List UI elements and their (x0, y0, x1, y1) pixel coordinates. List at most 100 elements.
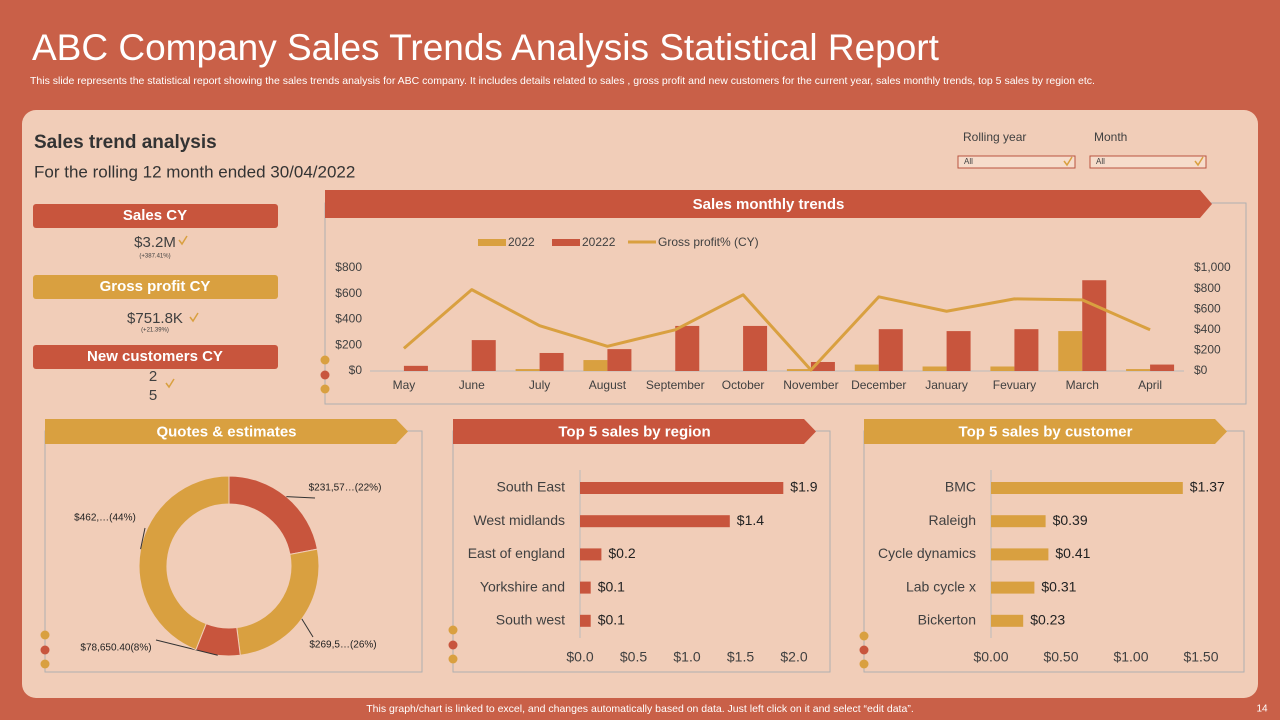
x-tick-label: August (589, 378, 627, 392)
x-tick-label: $1.5 (727, 649, 754, 665)
page-number: 14 (1256, 704, 1268, 715)
decor-dots (40, 355, 869, 669)
y2-tick-label: $1,000 (1194, 260, 1231, 274)
kpi-banner (33, 204, 278, 228)
category-label: Bickerton (918, 612, 976, 628)
x-tick-label: April (1138, 378, 1162, 392)
kpi-label: Gross profit CY (100, 278, 211, 295)
check-icon (1194, 156, 1204, 167)
filter-box[interactable] (957, 155, 1076, 169)
legend-label: Gross profit% (CY) (658, 235, 759, 249)
y2-tick-label: $600 (1194, 301, 1221, 315)
data-label: $231,57…(22%) (309, 483, 382, 494)
y-tick-label: $0 (349, 363, 363, 377)
data-label: $0.39 (1053, 512, 1088, 528)
chart-title: Sales monthly trends (693, 196, 845, 213)
page-subtitle: This slide represents the statistical re… (30, 75, 1095, 87)
bar (580, 614, 591, 627)
kpi-banner (33, 345, 278, 369)
x-tick-label: March (1066, 378, 1099, 392)
kpi-label: Sales CY (123, 207, 187, 224)
category-label: Raleigh (929, 512, 976, 528)
filter-box[interactable] (1089, 155, 1207, 169)
leader-line (155, 639, 218, 656)
chart-banner (864, 419, 1227, 444)
x-tick-label: July (529, 378, 550, 392)
data-label: $0.2 (608, 545, 635, 561)
bar (878, 329, 903, 371)
data-label: $0.31 (1041, 578, 1076, 594)
x-tick-label: December (851, 378, 906, 392)
bar (1150, 364, 1175, 371)
check-icon (189, 312, 199, 323)
bar (786, 369, 811, 371)
bar (403, 365, 428, 371)
chart-title: Top 5 sales by region (558, 423, 710, 440)
data-label: $0.1 (598, 578, 625, 594)
kpi-value: 5 (149, 387, 157, 404)
leader-line (286, 496, 316, 499)
category-label: BMC (945, 479, 976, 495)
data-label: $0.23 (1030, 612, 1065, 628)
data-label: $0.1 (598, 612, 625, 628)
leader-line (301, 618, 314, 638)
data-label: $462,…(44%) (74, 513, 136, 524)
x-tick-label: Fevuary (993, 378, 1036, 392)
legend-swatch (478, 239, 506, 246)
data-label: $1.9 (790, 479, 817, 495)
bar (990, 366, 1015, 371)
legend-label: 2022 (508, 235, 535, 249)
bar (1058, 331, 1083, 371)
bar (580, 482, 784, 494)
y2-tick-label: $200 (1194, 343, 1221, 357)
bar (991, 581, 1035, 594)
category-label: South East (497, 479, 566, 495)
donut-slice (138, 475, 230, 651)
category-label: Cycle dynamics (878, 545, 976, 561)
chart-banner (325, 190, 1212, 218)
category-label: Yorkshire and (480, 578, 565, 594)
x-tick-label: $0.50 (1043, 649, 1078, 665)
bar (946, 331, 971, 371)
legend-swatch (552, 239, 580, 246)
filter-label: Rolling year (963, 130, 1026, 144)
y-tick-label: $200 (335, 337, 362, 351)
data-label: $1.4 (737, 512, 764, 528)
bar (810, 361, 835, 371)
bar (991, 548, 1049, 561)
bar (583, 360, 608, 371)
y2-tick-label: $0 (1194, 363, 1208, 377)
bar (1082, 280, 1107, 371)
bar (580, 515, 730, 528)
bar (743, 325, 768, 371)
x-tick-label: September (646, 378, 705, 392)
x-tick-label: $0.00 (973, 649, 1008, 665)
bar (1126, 369, 1151, 371)
x-tick-label: June (459, 378, 485, 392)
data-label: $1.37 (1190, 479, 1225, 495)
chart-title: Quotes & estimates (156, 423, 296, 440)
x-tick-label: $2.0 (780, 649, 807, 665)
bar (991, 482, 1183, 494)
x-tick-label: November (783, 378, 838, 392)
y2-tick-label: $800 (1194, 281, 1221, 295)
kpi-value: $3.2M (134, 234, 176, 251)
bar (854, 364, 879, 371)
bar (471, 340, 496, 371)
data-label: $78,650.40(8%) (80, 643, 151, 654)
x-tick-label: $1.0 (673, 649, 700, 665)
kpi-value: 2 (149, 368, 157, 385)
filter-label: Month (1094, 130, 1127, 144)
y2-tick-label: $400 (1194, 322, 1221, 336)
x-tick-label: January (925, 378, 968, 392)
legend-label: 20222 (582, 235, 616, 249)
category-label: Lab cycle x (906, 578, 976, 594)
category-label: East of england (468, 545, 565, 561)
section-subtitle: For the rolling 12 month ended 30/04/202… (34, 162, 355, 181)
section-title: Sales trend analysis (34, 132, 217, 153)
data-label: $0.41 (1055, 545, 1090, 561)
x-tick-label: $1.50 (1183, 649, 1218, 665)
footer-note: This graph/chart is linked to excel, and… (366, 703, 913, 715)
